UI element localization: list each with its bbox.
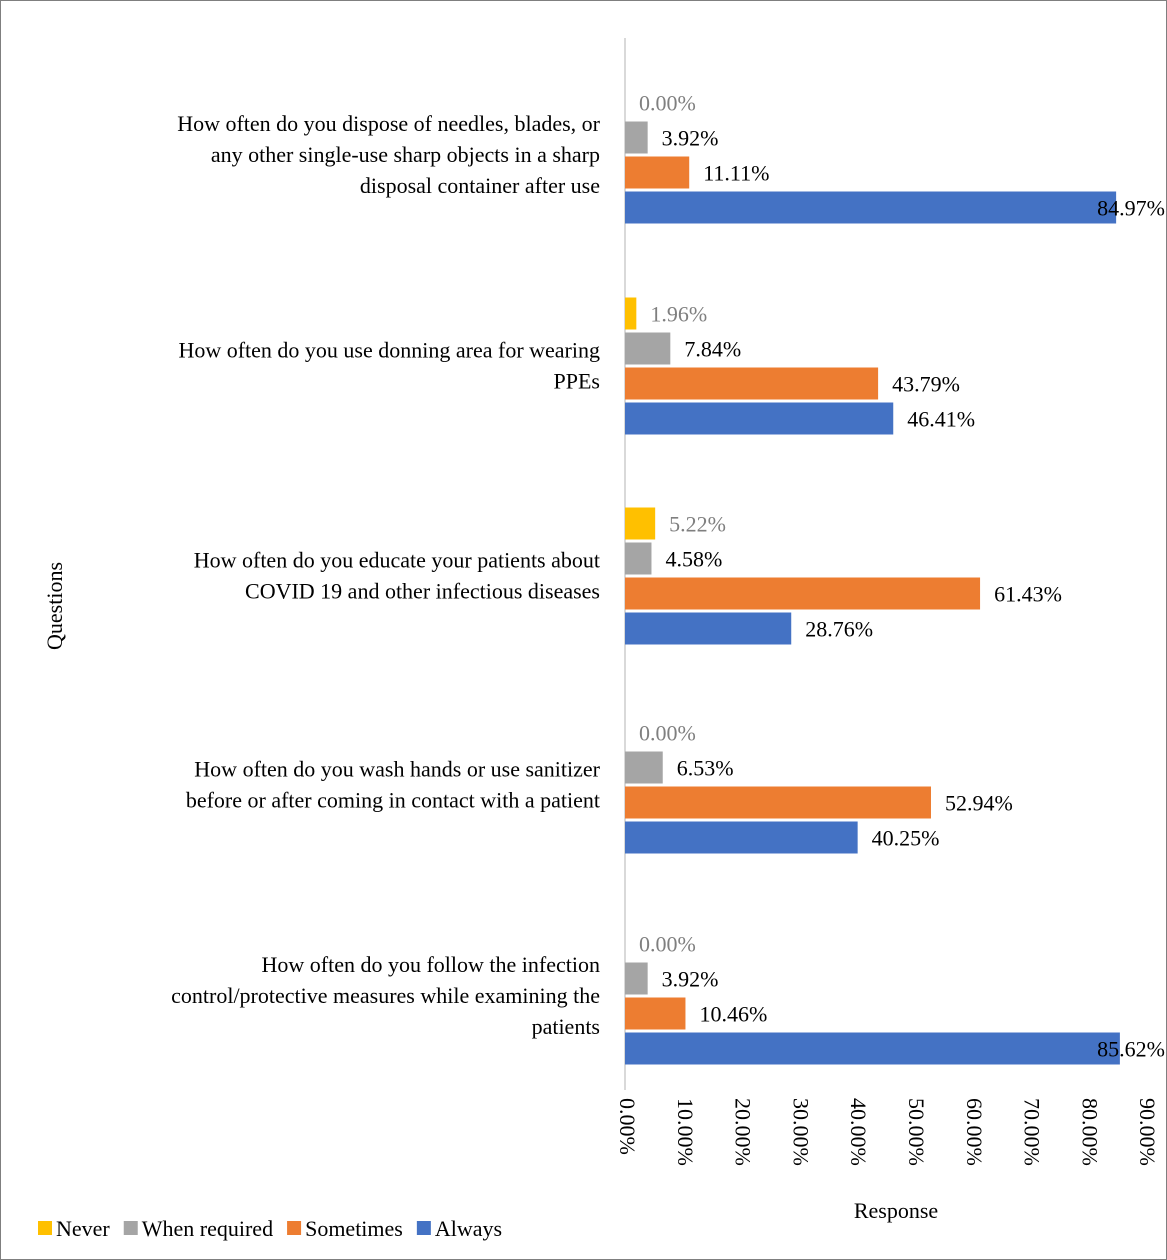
data-label: 0.00% <box>639 91 696 116</box>
bar <box>625 751 663 784</box>
bar <box>625 542 652 575</box>
x-tick-label: 50.00% <box>904 1098 929 1166</box>
bar <box>625 612 792 645</box>
legend-label: Never <box>56 1216 110 1241</box>
bar <box>625 507 656 540</box>
bar <box>625 1032 1120 1065</box>
x-tick-label: 70.00% <box>1020 1098 1045 1166</box>
data-label: 11.11% <box>703 161 769 186</box>
data-label: 43.79% <box>892 372 960 397</box>
data-label: 10.46% <box>699 1002 767 1027</box>
bar <box>625 962 648 995</box>
data-label: 3.92% <box>662 126 719 151</box>
data-label: 40.25% <box>872 826 940 851</box>
category-label: How often do you educate your patients a… <box>194 548 600 604</box>
legend: Never When required Sometimes Always <box>38 1216 502 1241</box>
bar <box>625 191 1117 224</box>
data-label: 46.41% <box>907 407 975 432</box>
category-label: How often do you use donning area for we… <box>178 338 600 394</box>
data-label: 4.58% <box>665 547 722 572</box>
legend-label: When required <box>142 1216 273 1241</box>
legend-label: Sometimes <box>305 1216 403 1241</box>
data-label: 0.00% <box>639 932 696 957</box>
legend-label: Always <box>435 1216 502 1241</box>
legend-swatch <box>416 1221 431 1235</box>
bar <box>625 156 690 189</box>
x-tick-label: 30.00% <box>788 1098 813 1166</box>
bar <box>625 997 686 1030</box>
x-tick-label: 40.00% <box>846 1098 871 1166</box>
y-axis-title: Questions <box>42 562 67 650</box>
data-label: 85.62% <box>1097 1037 1165 1062</box>
bar <box>625 577 981 610</box>
data-label: 7.84% <box>684 337 741 362</box>
category-label: How often do you wash hands or use sanit… <box>186 757 601 813</box>
x-tick-label: 90.00% <box>1135 1098 1160 1166</box>
data-label: 0.00% <box>639 721 696 746</box>
data-label: 61.43% <box>994 582 1062 607</box>
data-label: 1.96% <box>650 302 707 327</box>
data-label: 6.53% <box>677 756 734 781</box>
legend-swatch <box>287 1221 302 1235</box>
bar <box>625 821 858 854</box>
legend-swatch <box>38 1221 52 1235</box>
bar <box>625 786 931 819</box>
bar <box>625 297 637 330</box>
bar <box>625 332 671 365</box>
bar <box>625 367 879 400</box>
x-tick-label: 60.00% <box>962 1098 987 1166</box>
category-label: How often do you follow the infection con… <box>171 952 600 1039</box>
bar <box>625 402 894 435</box>
data-label: 52.94% <box>945 791 1013 816</box>
x-tick-label: 20.00% <box>731 1098 756 1166</box>
data-label: 5.22% <box>669 512 726 537</box>
x-axis-title: Response <box>854 1198 938 1223</box>
data-label: 84.97% <box>1097 196 1165 221</box>
x-tick-label: 10.00% <box>673 1098 698 1166</box>
data-label: 3.92% <box>662 967 719 992</box>
legend-swatch <box>123 1221 138 1235</box>
category-label: How often do you dispose of needles, bla… <box>177 111 600 198</box>
data-label: 28.76% <box>805 617 873 642</box>
x-tick-label: 80.00% <box>1077 1098 1102 1166</box>
bar <box>625 121 648 154</box>
plot-area: How often do you dispose of needles, bla… <box>171 38 1165 1166</box>
x-tick-label: 0.00% <box>615 1098 640 1155</box>
